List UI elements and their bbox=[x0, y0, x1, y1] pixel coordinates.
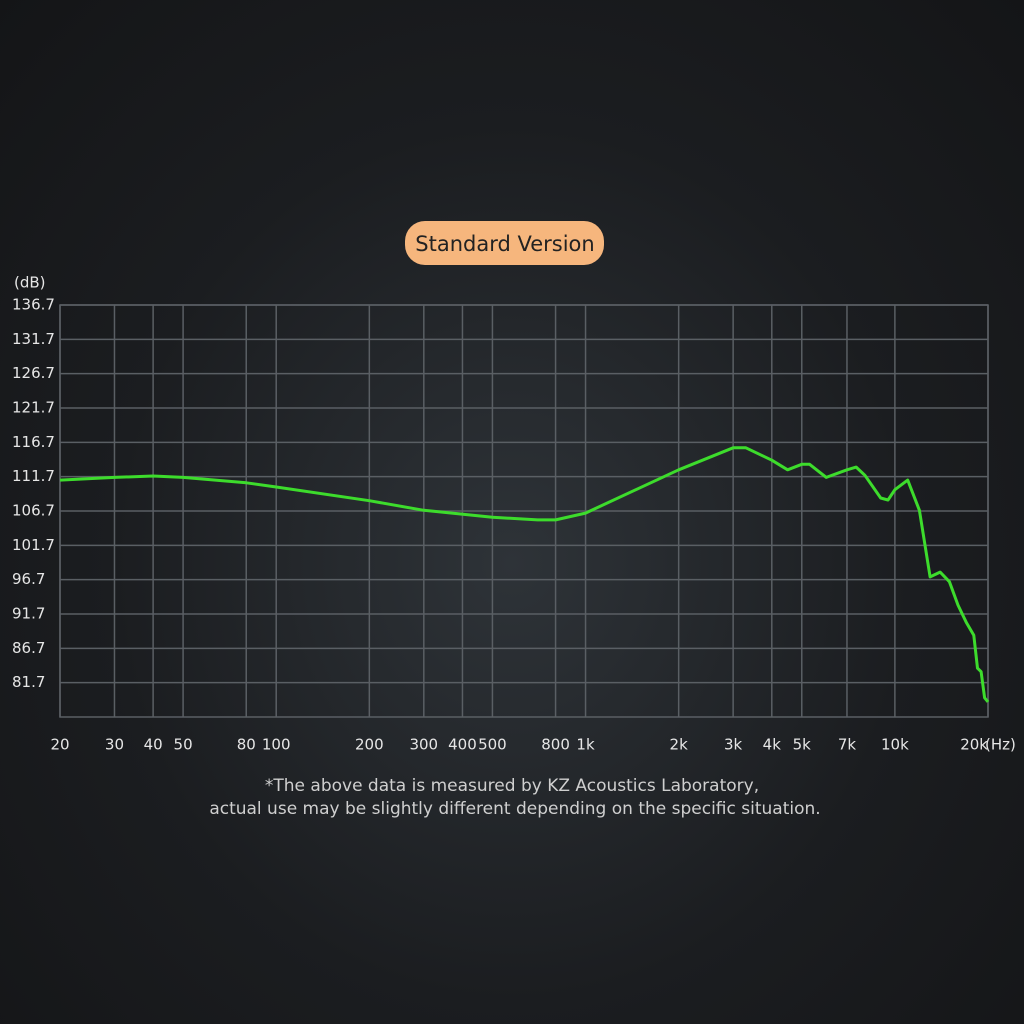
y-tick-label: 106.7 bbox=[12, 502, 55, 520]
x-axis-label: (Hz) bbox=[985, 736, 1016, 754]
x-tick-label: 10k bbox=[881, 736, 909, 754]
y-tick-label: 96.7 bbox=[12, 570, 45, 588]
x-tick-label: 7k bbox=[838, 736, 857, 754]
x-tick-label: 80 bbox=[237, 736, 256, 754]
y-tick-label: 131.7 bbox=[12, 330, 55, 348]
y-tick-label: 136.7 bbox=[12, 296, 55, 314]
chart-title: Standard Version bbox=[415, 232, 594, 256]
footnote: *The above data is measured by KZ Acoust… bbox=[265, 776, 759, 796]
x-tick-label: 500 bbox=[478, 736, 507, 754]
x-tick-label: 400 bbox=[448, 736, 477, 754]
x-tick-label: 3k bbox=[724, 736, 743, 754]
y-tick-label: 126.7 bbox=[12, 364, 55, 382]
y-tick-label: 81.7 bbox=[12, 673, 45, 691]
x-tick-label: 1k bbox=[576, 736, 595, 754]
y-tick-label: 116.7 bbox=[12, 433, 55, 451]
x-tick-label: 50 bbox=[174, 736, 193, 754]
y-tick-label: 111.7 bbox=[12, 467, 55, 485]
x-tick-label: 5k bbox=[793, 736, 812, 754]
x-tick-label: 4k bbox=[763, 736, 782, 754]
x-tick-label: 100 bbox=[262, 736, 291, 754]
title-pill bbox=[405, 221, 604, 265]
x-tick-label: 40 bbox=[144, 736, 163, 754]
x-tick-label: 2k bbox=[670, 736, 689, 754]
x-tick-label: 800 bbox=[541, 736, 570, 754]
x-tick-label: 20k bbox=[960, 736, 988, 754]
y-tick-label: 121.7 bbox=[12, 399, 55, 417]
y-tick-label: 101.7 bbox=[12, 536, 55, 554]
response-curve bbox=[59, 446, 990, 703]
x-tick-label: 200 bbox=[355, 736, 384, 754]
footnote: actual use may be slightly different dep… bbox=[209, 799, 820, 819]
y-tick-label: 86.7 bbox=[12, 639, 45, 657]
x-tick-label: 30 bbox=[105, 736, 124, 754]
y-tick-label: 91.7 bbox=[12, 605, 45, 623]
y-axis-label: (dB) bbox=[14, 274, 46, 292]
x-tick-label: 300 bbox=[409, 736, 438, 754]
x-tick-label: 20 bbox=[50, 736, 69, 754]
